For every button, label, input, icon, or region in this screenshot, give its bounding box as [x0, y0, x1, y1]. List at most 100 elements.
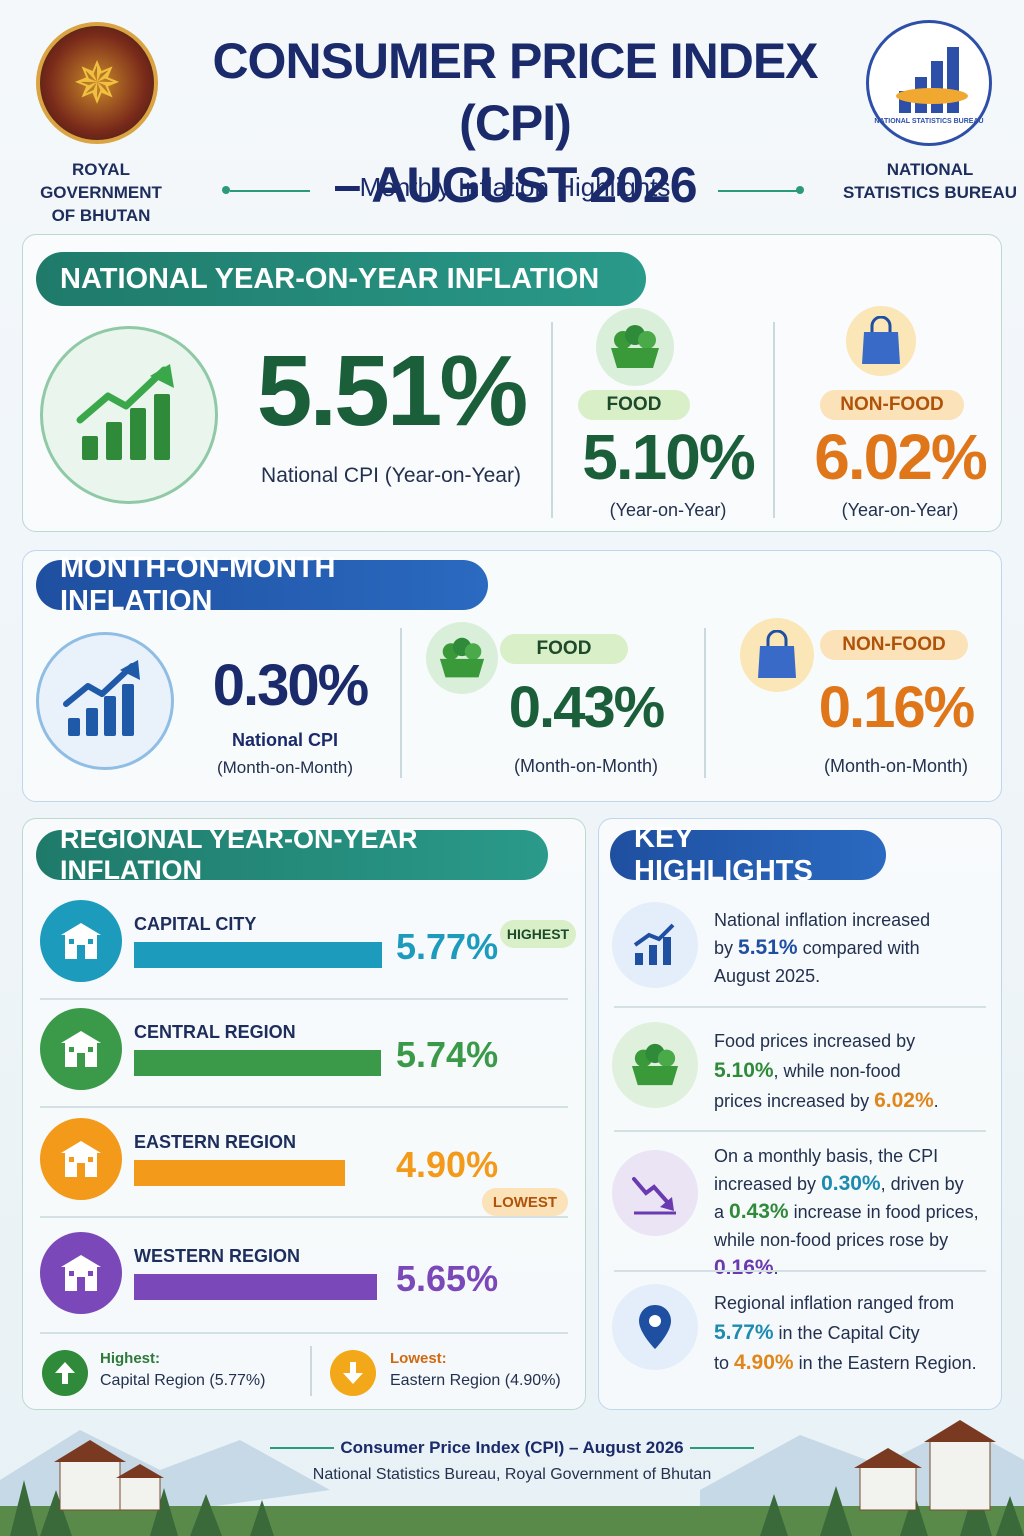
yoy-food-tag: FOOD	[578, 390, 690, 420]
mom-national-label1: National CPI	[231, 730, 338, 750]
h1-b: by	[714, 938, 739, 958]
yoy-nonfood-tag: NON-FOOD	[820, 390, 964, 420]
region-value: 5.74%	[396, 1034, 499, 1075]
shopping-bag-icon	[846, 306, 916, 376]
lowest-label: Lowest:	[390, 1350, 447, 1367]
region-bar	[134, 942, 382, 968]
h2-a: Food prices increased by	[714, 1031, 916, 1051]
mom-heading: MONTH-ON-MONTH INFLATION	[36, 552, 488, 617]
highlight-1: National inflation increased by 5.51% co…	[714, 906, 994, 990]
footer-line-right	[690, 1447, 754, 1449]
mom-nonfood-value: 0.16%	[818, 675, 975, 740]
yoy-heading: NATIONAL YEAR-ON-YEAR INFLATION	[36, 252, 646, 306]
h3-value-3: 0.16%	[714, 1256, 774, 1279]
highlight-3: On a monthly basis, the CPI increased by…	[714, 1142, 998, 1282]
h4-a: Regional inflation ranged from	[714, 1293, 955, 1313]
footer-subtitle: National Statistics Bureau, Royal Govern…	[312, 1466, 712, 1483]
nsb-logo-text: NATIONAL STATISTICS BUREAU	[874, 118, 984, 125]
mom-food-value: 0.43%	[508, 675, 665, 740]
nsb-bar	[931, 61, 943, 113]
highlight-4: Regional inflation ranged from 5.77% in …	[714, 1288, 994, 1378]
divider	[310, 1346, 312, 1396]
region-value: 5.77%	[396, 926, 499, 967]
row-separator	[614, 1270, 986, 1272]
yoy-nonfood-label: (Year-on-Year)	[841, 500, 959, 520]
h3-value-1: 0.30%	[821, 1172, 881, 1195]
dzong-icon	[40, 1118, 122, 1200]
arrow-up-icon	[42, 1350, 88, 1396]
highlight-2: Food prices increased by 5.10%, while no…	[714, 1026, 994, 1116]
dzong-icon	[40, 1008, 122, 1090]
row-separator	[614, 1130, 986, 1132]
mom-food-label: (Month-on-Month)	[513, 756, 659, 776]
row-separator	[40, 998, 568, 1000]
region-bar	[134, 1274, 377, 1300]
subtitle-line-left	[230, 190, 310, 192]
subtitle-dot-right	[796, 186, 804, 194]
highest-label: Highest:	[100, 1350, 160, 1367]
regional-heading: REGIONAL YEAR-ON-YEAR INFLATION	[36, 824, 548, 885]
h4-d: in the Eastern Region.	[793, 1353, 977, 1373]
highlights-heading: KEY HIGHLIGHTS	[610, 822, 886, 887]
page-subtitle: Monthly Inflation Highlights	[359, 172, 671, 202]
h1-d: August 2025.	[714, 966, 821, 986]
h2-value-1: 5.10%	[714, 1059, 774, 1082]
subtitle-line-right	[718, 190, 798, 192]
vajra-icon: ✵	[72, 49, 122, 117]
mom-national-label2: (Month-on-Month)	[216, 758, 354, 777]
h2-value-2: 6.02%	[874, 1089, 934, 1112]
royal-emblem-logo: ✵	[36, 22, 158, 144]
right-org-name: NATIONAL STATISTICS BUREAU	[840, 158, 1020, 204]
dzong-icon	[40, 1232, 122, 1314]
mountain-landscape	[0, 1420, 1024, 1536]
region-value: 5.65%	[396, 1258, 499, 1299]
h1-c: compared with	[797, 938, 920, 958]
chart-up-icon	[612, 902, 698, 988]
region-name: CENTRAL REGION	[134, 1022, 296, 1042]
mom-nonfood-label: (Month-on-Month)	[823, 756, 969, 776]
shopping-bag-icon	[740, 618, 814, 692]
h2-b: , while non-food	[773, 1061, 901, 1081]
region-bar	[134, 1160, 345, 1186]
footer-line-left	[270, 1447, 334, 1449]
lowest-detail: Eastern Region (4.90%)	[390, 1372, 561, 1389]
divider	[704, 628, 706, 778]
trend-down-icon	[612, 1150, 698, 1236]
footer-title: Consumer Price Index (CPI) – August 2026	[340, 1438, 684, 1457]
left-org-name: ROYAL GOVERNMENT OF BHUTAN	[18, 158, 184, 227]
trend-up-icon	[40, 326, 218, 504]
h4-value-1: 5.77%	[714, 1321, 774, 1344]
divider	[551, 322, 553, 518]
left-org-line1: ROYAL GOVERNMENT	[40, 160, 162, 202]
page-title: CONSUMER PRICE INDEX (CPI) – AUGUST 2026	[190, 30, 840, 216]
food-basket-icon	[426, 622, 498, 694]
h4-value-2: 4.90%	[734, 1351, 794, 1374]
trend-up-blue-icon	[36, 632, 174, 770]
region-name: WESTERN REGION	[134, 1246, 301, 1266]
h3-e: increase in food prices,	[788, 1202, 979, 1222]
right-org-line2: STATISTICS BUREAU	[842, 183, 1018, 202]
mom-food-tag: FOOD	[500, 634, 628, 664]
h4-c: to	[714, 1353, 735, 1373]
arrow-down-icon	[330, 1350, 376, 1396]
lowest-tag: LOWEST	[482, 1188, 568, 1216]
row-separator	[40, 1106, 568, 1108]
h3-f: while non-food prices rose by	[714, 1230, 949, 1250]
h3-g: .	[773, 1258, 779, 1278]
highest-tag: HIGHEST	[500, 920, 576, 948]
yoy-food-value: 5.10%	[582, 421, 755, 493]
row-separator	[40, 1332, 568, 1334]
vegetable-basket-icon	[612, 1022, 698, 1108]
region-name: EASTERN REGION	[134, 1132, 297, 1152]
h3-c: , driven by	[880, 1174, 964, 1194]
nsb-logo	[866, 20, 992, 146]
region-bar	[134, 1050, 381, 1076]
yoy-food-label: (Year-on-Year)	[609, 500, 727, 520]
title-line2: – AUGUST 2026	[333, 157, 697, 213]
subtitle-dot-left	[222, 186, 230, 194]
row-separator	[614, 1006, 986, 1008]
yoy-national-value: 5.51%	[256, 335, 529, 447]
h2-d: .	[933, 1091, 939, 1111]
divider	[400, 628, 402, 778]
divider	[773, 322, 775, 518]
